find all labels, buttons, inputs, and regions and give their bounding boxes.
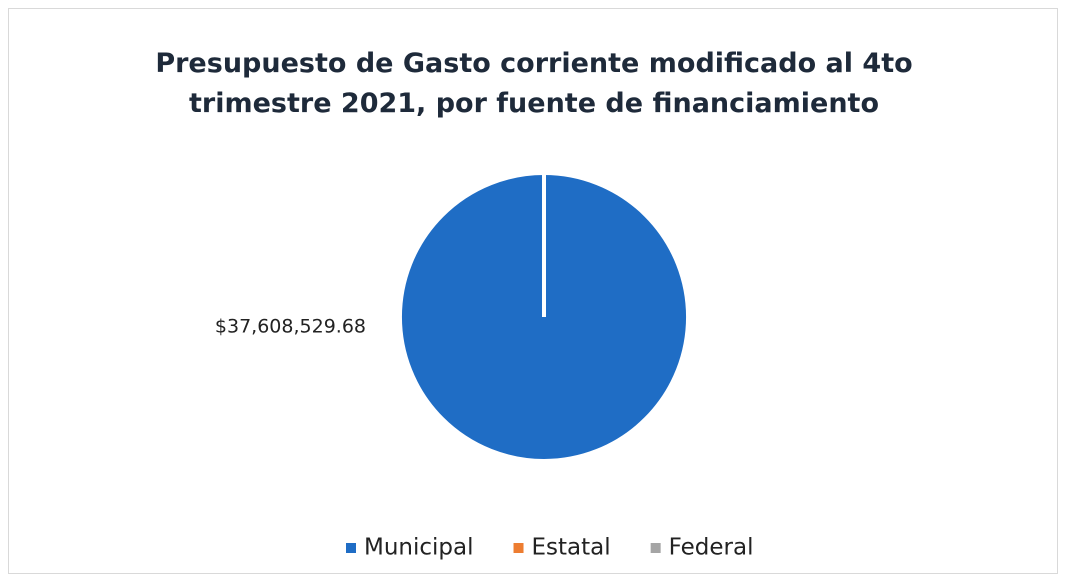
legend-swatch (513, 543, 524, 553)
data-label: $37,608,529.68 (215, 316, 366, 338)
legend-label: Estatal (532, 535, 611, 561)
legend-label: Federal (669, 535, 754, 561)
legend-swatch (650, 543, 661, 553)
legend-swatch (346, 543, 356, 553)
chart-title: Presupuesto de Gasto corriente modificad… (155, 48, 913, 119)
legend-label: Municipal (364, 535, 474, 561)
